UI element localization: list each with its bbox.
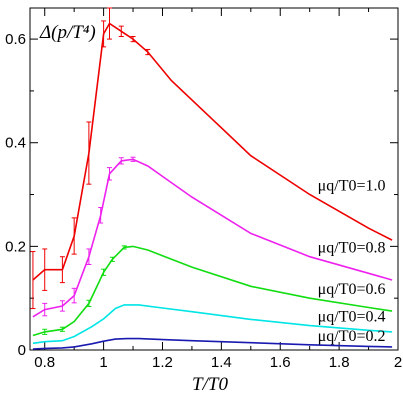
series-label-1: μq/T0=0.4 — [318, 309, 386, 326]
series-label-3: μq/T0=0.8 — [318, 240, 386, 257]
x-tick-label: 1.2 — [152, 354, 173, 371]
x-tick-label: 0.8 — [34, 354, 55, 371]
series-line-2 — [32, 245, 393, 337]
x-axis-title: T/T0 — [192, 374, 228, 395]
series-label-4: μq/T0=1.0 — [318, 178, 386, 195]
x-tick-label: 1.8 — [329, 354, 350, 371]
x-tick-label: 1.6 — [270, 354, 291, 371]
errorbar-layer — [30, 7, 151, 335]
series-line-1 — [32, 304, 393, 345]
series-line-4 — [32, 22, 393, 281]
y-tick-label: 0.6 — [5, 31, 26, 48]
y-tick-label: 0.4 — [5, 135, 26, 152]
y-tick-label: 0 — [18, 342, 26, 359]
plot-frame — [29, 7, 399, 351]
series-label-0: μq/T0=0.2 — [318, 328, 386, 345]
series-line-3 — [32, 158, 393, 318]
x-tick-label: 1 — [99, 354, 107, 371]
x-tick-label: 1.4 — [211, 354, 232, 371]
series-label-2: μq/T0=0.6 — [318, 281, 386, 298]
series-layer — [32, 22, 393, 350]
series-line-0 — [32, 337, 393, 350]
y-tick-label: 0.2 — [5, 238, 26, 255]
chart-annotation: Δ(p/T⁴) — [39, 22, 96, 43]
ticks-layer: 0.8 1 1.2 1.4 1.6 1.8 2 0 0.2 0.4 0.6 — [5, 8, 402, 371]
labels-layer: μq/T0=0.2 μq/T0=0.4 μq/T0=0.6 μq/T0=0.8 μq/T… — [318, 178, 386, 345]
x-tick-label: 2 — [394, 354, 402, 371]
